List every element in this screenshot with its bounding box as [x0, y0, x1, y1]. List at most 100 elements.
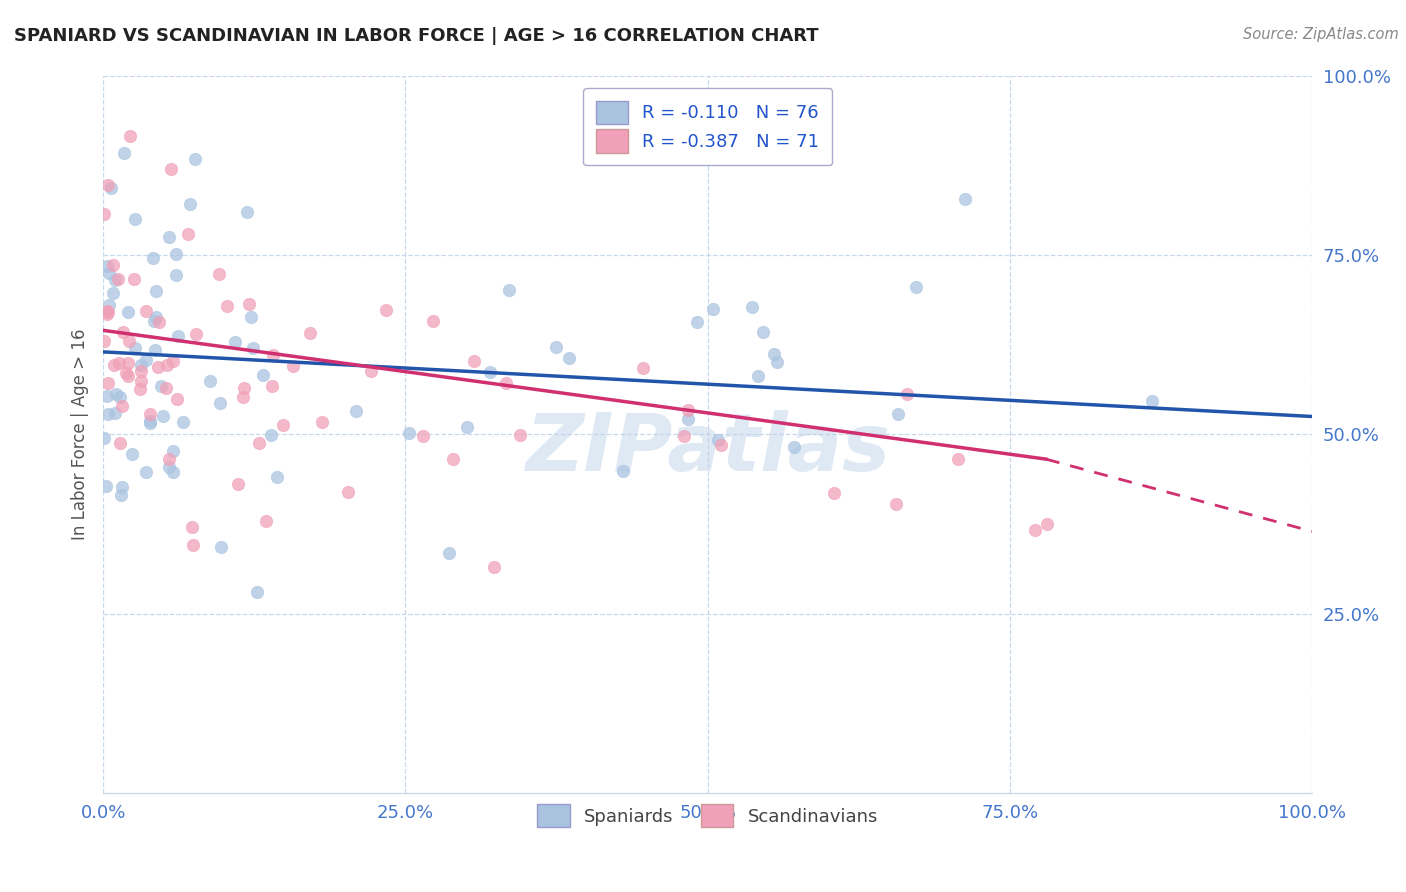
Point [209, 396, 232, 410]
Point [162, 354, 184, 368]
Point [676, 412, 699, 426]
Point [103, 259, 125, 273]
Point [766, 354, 789, 368]
Point [93, 432, 115, 446]
Point [233, 381, 256, 395]
Point [246, 585, 269, 599]
Point [166, 392, 188, 407]
Point [96, 304, 118, 318]
Point [142, 251, 165, 265]
Point [235, 204, 257, 219]
Point [172, 415, 194, 429]
Point [260, 379, 283, 393]
Point [747, 369, 769, 384]
Point [103, 359, 125, 373]
Point [823, 486, 845, 500]
Point [145, 310, 167, 324]
Point [96, 478, 118, 492]
Point [93, 334, 115, 349]
Point [240, 310, 263, 324]
Text: SPANIARD VS SCANDINAVIAN IN LABOR FORCE | AGE > 16 CORRELATION CHART: SPANIARD VS SCANDINAVIAN IN LABOR FORCE … [14, 27, 818, 45]
Point [299, 326, 322, 340]
Point [162, 444, 184, 458]
Point [422, 313, 444, 327]
Point [208, 267, 231, 281]
Point [148, 360, 170, 375]
Point [884, 497, 907, 511]
Point [344, 404, 367, 418]
Point [1024, 523, 1046, 537]
Point [110, 488, 132, 502]
Point [783, 440, 806, 454]
Point [162, 465, 184, 479]
Point [100, 180, 122, 194]
Point [117, 334, 139, 349]
Point [673, 429, 696, 443]
Point [375, 303, 398, 318]
Point [129, 374, 152, 388]
Point [254, 514, 277, 528]
Point [179, 197, 201, 211]
Point [412, 429, 434, 443]
Point [484, 560, 506, 574]
Point [198, 374, 221, 388]
Point [156, 358, 179, 372]
Point [558, 351, 581, 366]
Point [111, 480, 134, 494]
Point [360, 364, 382, 378]
Point [129, 358, 152, 372]
Point [398, 425, 420, 440]
Point [129, 364, 152, 378]
Text: ZIPatlas: ZIPatlas [524, 409, 890, 488]
Point [108, 356, 131, 370]
Point [139, 416, 162, 430]
Point [157, 451, 180, 466]
Y-axis label: In Labor Force | Age > 16: In Labor Force | Age > 16 [72, 328, 89, 541]
Point [135, 465, 157, 479]
Point [165, 268, 187, 282]
Point [117, 368, 139, 383]
Point [135, 352, 157, 367]
Point [946, 451, 969, 466]
Point [120, 128, 142, 143]
Point [110, 390, 132, 404]
Point [498, 283, 520, 297]
Point [97, 298, 120, 312]
Point [612, 464, 634, 478]
Point [281, 359, 304, 374]
Point [111, 399, 134, 413]
Point [180, 520, 202, 534]
Point [150, 379, 173, 393]
Point [311, 415, 333, 429]
Point [463, 353, 485, 368]
Point [707, 433, 730, 447]
Point [184, 152, 207, 166]
Point [710, 438, 733, 452]
Point [209, 540, 232, 554]
Point [337, 484, 360, 499]
Point [108, 436, 131, 450]
Point [266, 469, 288, 483]
Point [167, 328, 190, 343]
Point [1142, 394, 1164, 409]
Point [752, 325, 775, 339]
Point [1036, 516, 1059, 531]
Text: Source: ZipAtlas.com: Source: ZipAtlas.com [1243, 27, 1399, 42]
Point [686, 315, 709, 329]
Point [741, 300, 763, 314]
Point [121, 447, 143, 461]
Point [114, 366, 136, 380]
Point [103, 286, 125, 301]
Point [111, 325, 134, 339]
Point [104, 406, 127, 420]
Point [456, 420, 478, 434]
Point [122, 272, 145, 286]
Point [546, 341, 568, 355]
Point [905, 280, 928, 294]
Point [97, 407, 120, 421]
Point [143, 343, 166, 358]
Point [139, 407, 162, 421]
Point [181, 538, 204, 552]
Point [495, 376, 517, 391]
Point [676, 403, 699, 417]
